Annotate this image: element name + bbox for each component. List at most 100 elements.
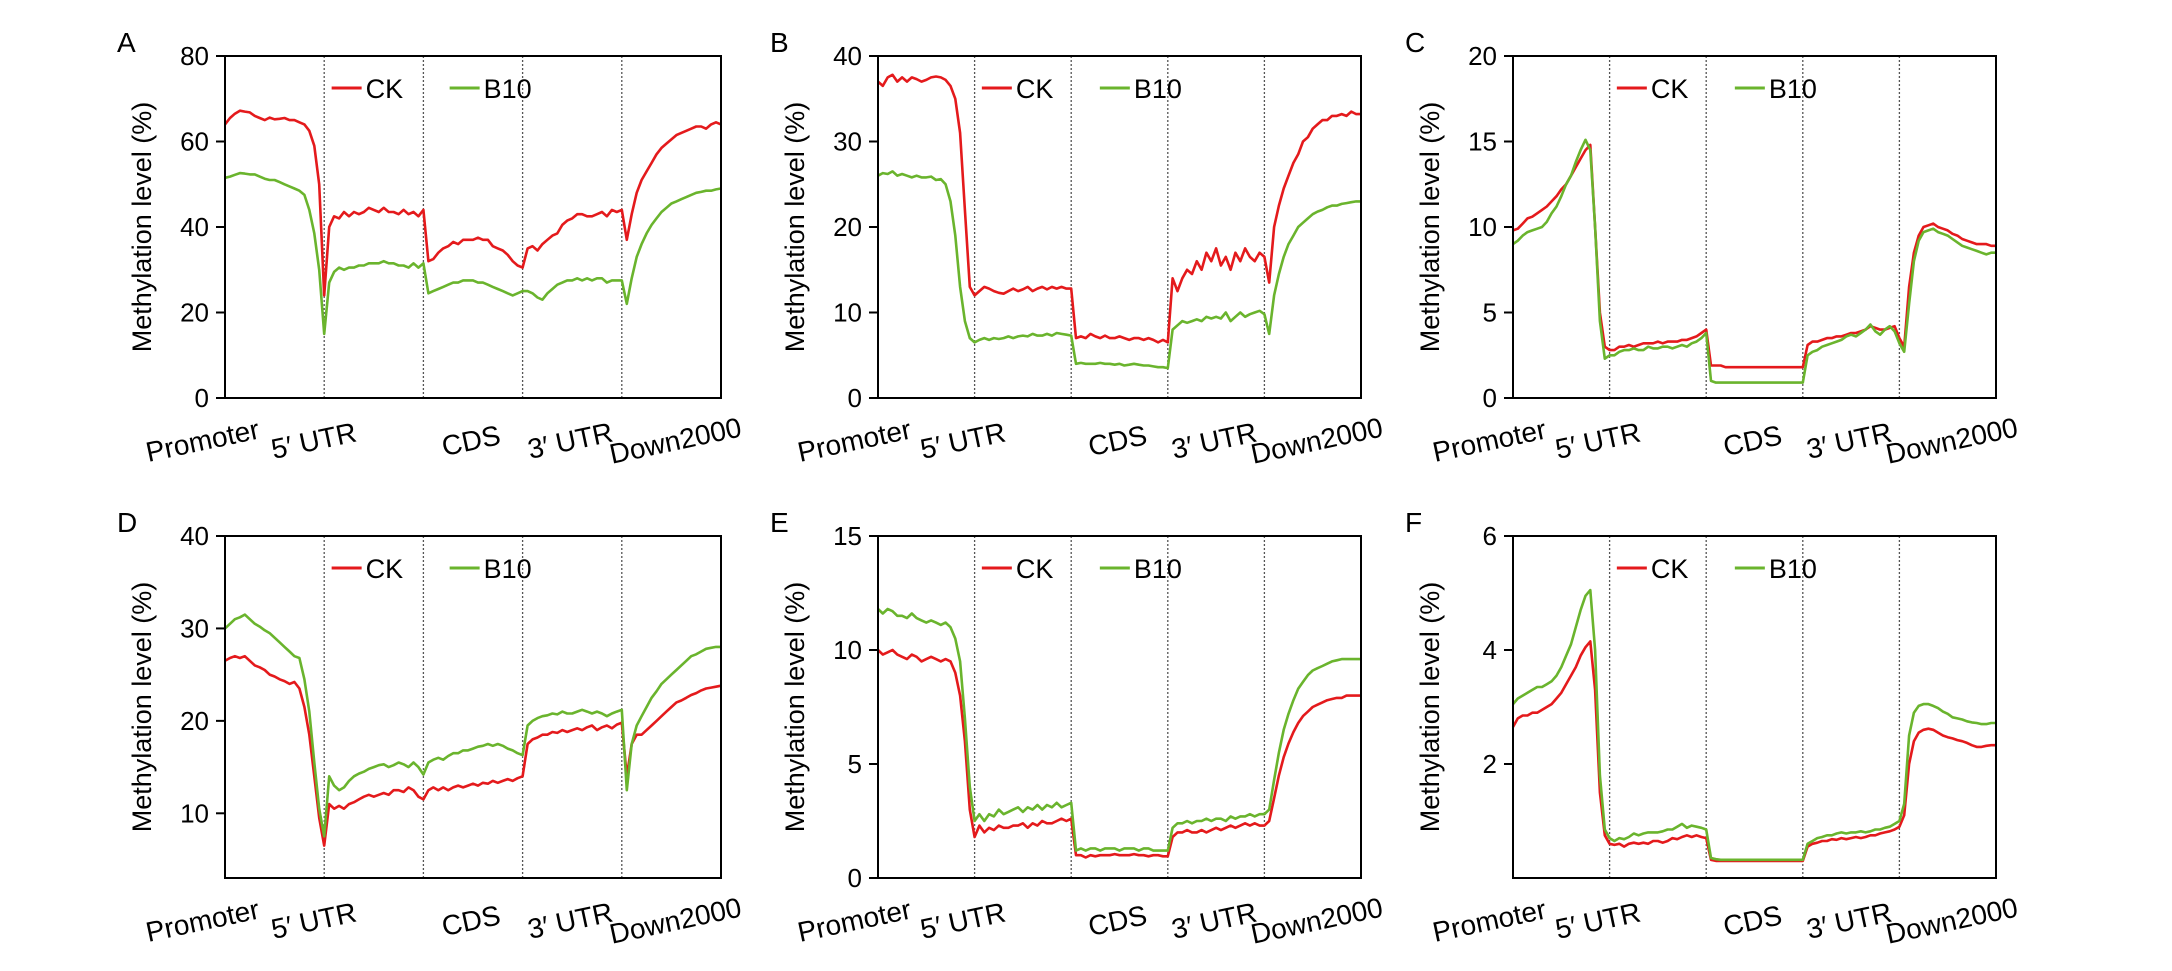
y-tick-label: 2 — [1483, 749, 1497, 779]
y-tick-label: 0 — [848, 863, 862, 893]
region-label: Promoter — [1430, 414, 1549, 468]
y-axis-label: Methylation level (%) — [780, 582, 810, 833]
plot-frame — [1512, 55, 1997, 399]
region-label: 3′ UTR — [1804, 417, 1895, 465]
panel-D: D Methylation level (%) 10 20 30 40 CK B10 Promo… — [117, 507, 744, 950]
plot-frame — [1512, 535, 1997, 879]
region-label: 3′ UTR — [1169, 897, 1260, 945]
legend-label-ck: CK — [1651, 74, 1689, 104]
plot-frame — [877, 55, 1362, 399]
region-label: Down2000 — [1248, 412, 1385, 470]
legend-label-b10: B10 — [1769, 554, 1817, 584]
series-line-b10 — [877, 607, 1361, 852]
region-label: 5′ UTR — [268, 897, 359, 945]
region-label: 3′ UTR — [1169, 417, 1260, 465]
y-tick-label: 60 — [180, 127, 209, 157]
y-tick-label: 4 — [1483, 635, 1497, 665]
series-line-ck — [877, 648, 1361, 859]
y-tick-label: 80 — [180, 41, 209, 71]
legend-label-b10: B10 — [1769, 74, 1817, 104]
y-axis-label: Methylation level (%) — [127, 102, 157, 353]
y-tick-label: 40 — [180, 521, 209, 551]
legend-label-b10: B10 — [484, 74, 532, 104]
series-line-b10 — [224, 613, 721, 838]
series-line-ck — [1512, 143, 1996, 369]
y-tick-label: 10 — [180, 798, 209, 828]
region-label: CDS — [1085, 419, 1149, 462]
series-line-ck — [224, 654, 722, 847]
region-label: CDS — [1720, 419, 1784, 462]
y-tick-label: 40 — [833, 41, 862, 71]
legend-label-ck: CK — [366, 554, 404, 584]
y-tick-label: 20 — [833, 212, 862, 242]
y-tick-label: 6 — [1483, 521, 1497, 551]
panel-label: E — [770, 507, 789, 538]
region-label: 3′ UTR — [525, 897, 616, 945]
y-tick-label: 0 — [1483, 383, 1497, 413]
y-tick-label: 30 — [180, 613, 209, 643]
region-label: Down2000 — [1883, 412, 2020, 470]
legend-label-ck: CK — [1651, 554, 1689, 584]
y-tick-label: 5 — [848, 749, 862, 779]
region-label: 3′ UTR — [525, 417, 616, 465]
y-axis-label: Methylation level (%) — [127, 582, 157, 833]
region-label: Down2000 — [607, 892, 744, 950]
y-tick-label: 0 — [195, 383, 209, 413]
region-label: CDS — [439, 899, 503, 942]
panel-label: D — [117, 507, 137, 538]
legend-label-b10: B10 — [484, 554, 532, 584]
panel-E: E Methylation level (%) 0 5 10 15 CK B10 Promote… — [770, 507, 1385, 950]
y-tick-label: 30 — [833, 127, 862, 157]
region-label: 5′ UTR — [918, 897, 1009, 945]
panel-label: A — [117, 27, 136, 58]
region-label: Down2000 — [1248, 892, 1385, 950]
y-tick-label: 0 — [848, 383, 862, 413]
y-tick-label: 20 — [180, 298, 209, 328]
series-line-b10 — [877, 170, 1361, 370]
region-label: 5′ UTR — [268, 417, 359, 465]
y-tick-label: 15 — [833, 521, 862, 551]
y-tick-label: 40 — [180, 212, 209, 242]
y-tick-label: 20 — [180, 706, 209, 736]
y-tick-label: 10 — [833, 298, 862, 328]
region-label: Promoter — [143, 414, 262, 468]
series-line-ck — [1511, 640, 1996, 863]
region-label: Promoter — [1430, 894, 1549, 948]
plot-frame — [224, 535, 722, 879]
panel-F: F Methylation level (%) 2 4 6 CK B10 Promoter 5′… — [1405, 507, 2020, 950]
plot-frame — [224, 55, 722, 399]
region-label: CDS — [1085, 899, 1149, 942]
y-tick-label: 20 — [1468, 41, 1497, 71]
series-line-b10 — [224, 171, 722, 336]
region-label: 5′ UTR — [1553, 897, 1644, 945]
series-line-ck — [877, 73, 1361, 344]
legend-label-ck: CK — [1016, 74, 1054, 104]
y-tick-label: 10 — [1468, 212, 1497, 242]
legend-label-b10: B10 — [1134, 554, 1182, 584]
region-label: Promoter — [143, 894, 262, 948]
region-label: 3′ UTR — [1804, 897, 1895, 945]
y-tick-label: 10 — [833, 635, 862, 665]
series-line-b10 — [1512, 138, 1996, 384]
legend-label-ck: CK — [1016, 554, 1054, 584]
region-label: Promoter — [795, 894, 914, 948]
region-label: Down2000 — [1883, 892, 2020, 950]
region-label: Down2000 — [607, 412, 744, 470]
panel-B: B Methylation level (%) 0 10 20 30 40 CK B10 Prom… — [770, 27, 1385, 470]
y-tick-label: 15 — [1468, 127, 1497, 157]
series-line-ck — [223, 109, 722, 297]
plot-frame — [877, 535, 1362, 879]
region-label: CDS — [439, 419, 503, 462]
y-axis-label: Methylation level (%) — [1415, 582, 1445, 833]
y-axis-label: Methylation level (%) — [1415, 102, 1445, 353]
panel-label: B — [770, 27, 789, 58]
y-axis-label: Methylation level (%) — [780, 102, 810, 353]
region-label: 5′ UTR — [918, 417, 1009, 465]
y-tick-label: 5 — [1483, 298, 1497, 328]
legend-label-ck: CK — [366, 74, 404, 104]
panel-C: C Methylation level (%) 0 5 10 15 20 CK B10 Promo… — [1405, 27, 2020, 470]
region-label: Promoter — [795, 414, 914, 468]
region-label: 5′ UTR — [1553, 417, 1644, 465]
legend-label-b10: B10 — [1134, 74, 1182, 104]
